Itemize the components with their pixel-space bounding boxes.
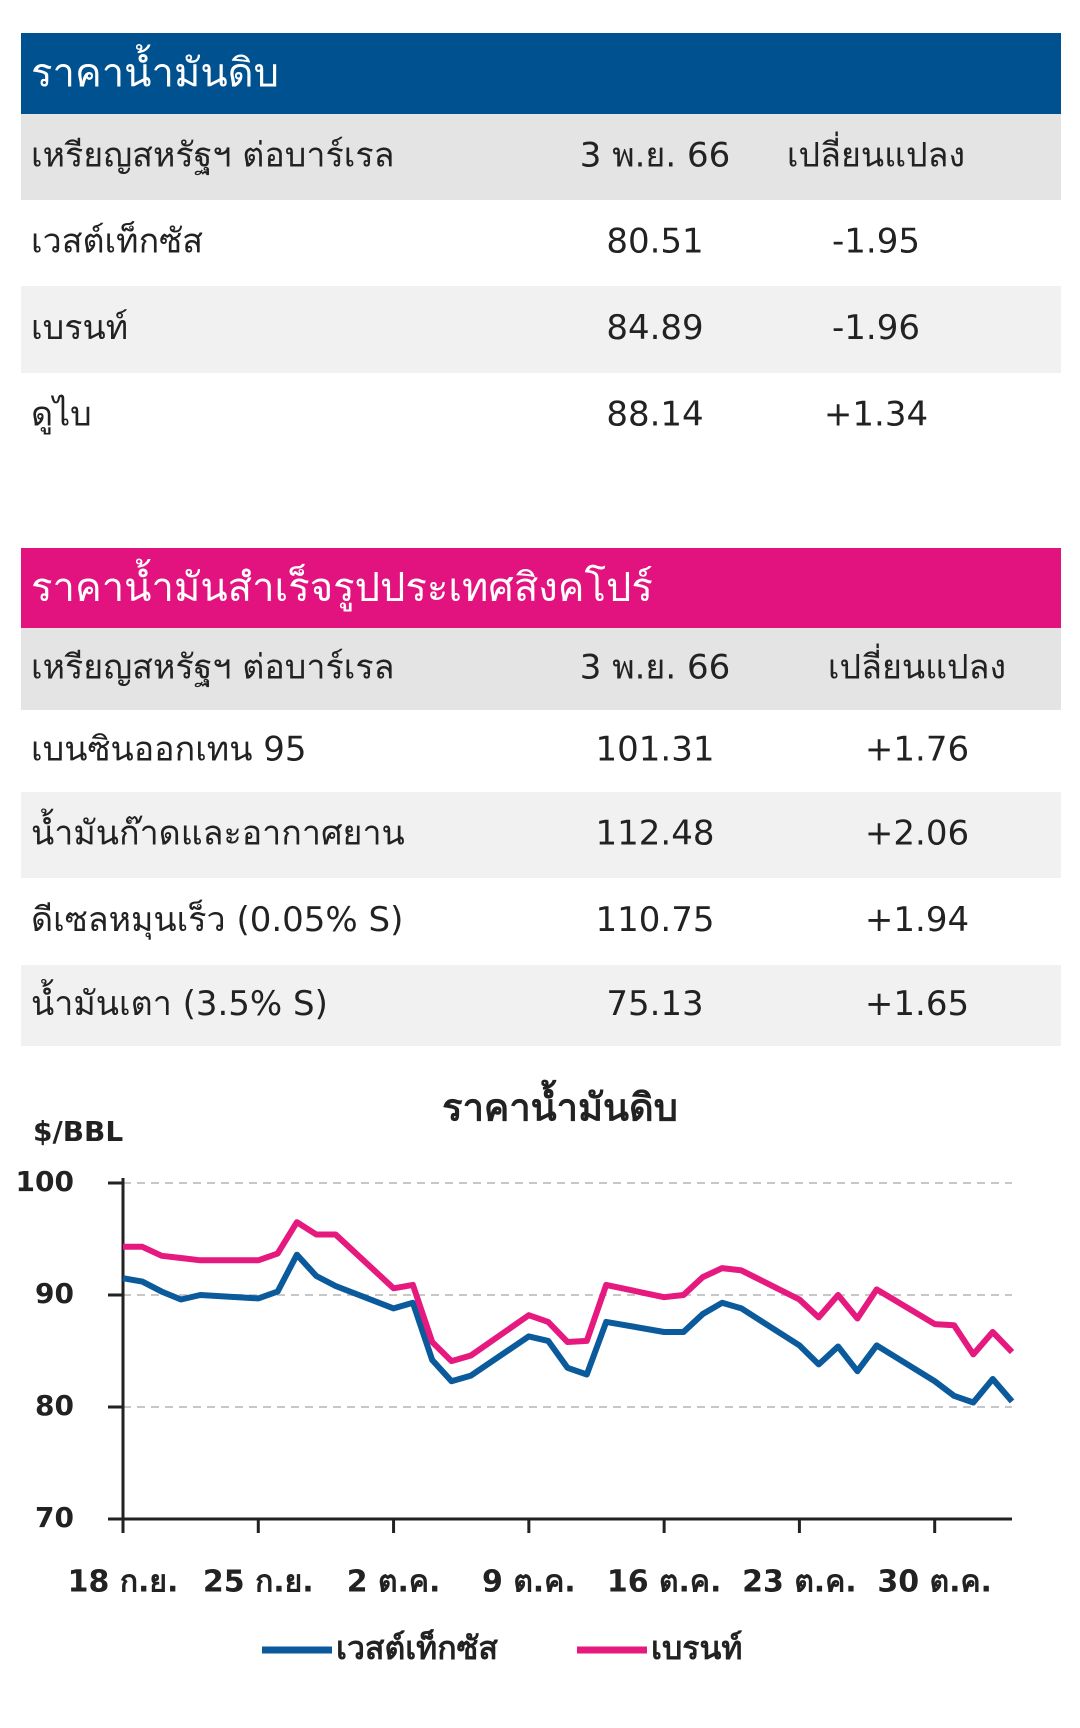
- row-background: [21, 628, 1061, 710]
- x-tick-label: 16 ต.ค.: [607, 1565, 722, 1600]
- cell: เบรนท์: [31, 308, 128, 348]
- cell: +1.94: [865, 900, 969, 940]
- header-cell: เหรียญสหรัฐฯ ต่อบาร์เรล: [31, 648, 394, 688]
- table-title-bar: [21, 33, 1061, 114]
- cell: 75.13: [606, 984, 703, 1024]
- legend-label: เบรนท์: [651, 1629, 742, 1667]
- series-line: [123, 1219, 1015, 1365]
- y-tick-label: 100: [16, 1165, 74, 1198]
- y-tick-label: 80: [35, 1389, 74, 1422]
- x-tick-label: 23 ต.ค.: [742, 1565, 857, 1600]
- cell: -1.96: [832, 308, 920, 348]
- row-background: [21, 965, 1061, 1046]
- row-background: [21, 792, 1061, 878]
- cell: -1.95: [832, 222, 920, 262]
- x-tick-label: 9 ต.ค.: [482, 1565, 576, 1600]
- cell: 101.31: [596, 730, 715, 770]
- cell: ดูไบ: [31, 395, 92, 435]
- series-line: [122, 1251, 1015, 1406]
- cell: น้ำมันเตา (3.5% S): [31, 979, 328, 1024]
- x-tick-label: 2 ต.ค.: [347, 1565, 441, 1600]
- cell: +1.34: [824, 395, 928, 435]
- row-background: [21, 114, 1061, 200]
- cell: ดีเซลหมุนเร็ว (0.05% S): [31, 899, 403, 940]
- table-title-bar: [21, 548, 1061, 628]
- cell: เวสต์เท็กซัส: [31, 221, 203, 262]
- cell: 112.48: [596, 814, 715, 854]
- y-tick-label: 70: [35, 1501, 74, 1534]
- cell: เบนซินออกเทน 95: [31, 730, 307, 770]
- cell: 80.51: [606, 222, 703, 262]
- table-title: ราคาน้ำมันดิบ: [31, 44, 279, 97]
- cell: +2.06: [865, 814, 969, 854]
- cell: +1.65: [865, 984, 969, 1024]
- cell: 84.89: [606, 308, 703, 348]
- x-tick-label: 18 ก.ย.: [68, 1565, 179, 1600]
- row-background: [21, 286, 1061, 373]
- y-axis-label: $/BBL: [33, 1115, 123, 1148]
- header-cell: 3 พ.ย. 66: [580, 136, 730, 176]
- x-tick-label: 25 ก.ย.: [203, 1565, 314, 1600]
- header-cell: เปลี่ยนแปลง: [787, 132, 965, 176]
- cell: 110.75: [596, 900, 715, 940]
- x-tick-label: 30 ต.ค.: [877, 1565, 992, 1600]
- cell: น้ำมันก๊าดและอากาศยาน: [31, 809, 405, 854]
- header-cell: เปลี่ยนแปลง: [828, 644, 1006, 688]
- y-tick-label: 90: [35, 1277, 74, 1310]
- cell: +1.76: [865, 730, 969, 770]
- header-cell: 3 พ.ย. 66: [580, 648, 730, 688]
- chart-title: ราคาน้ำมันดิบ: [442, 1080, 678, 1130]
- header-cell: เหรียญสหรัฐฯ ต่อบาร์เรล: [31, 136, 394, 176]
- legend-label: เวสต์เท็กซัส: [336, 1628, 498, 1667]
- cell: 88.14: [606, 395, 703, 435]
- table-title: ราคาน้ำมันสำเร็จรูปประเทศสิงคโปร์: [31, 558, 653, 611]
